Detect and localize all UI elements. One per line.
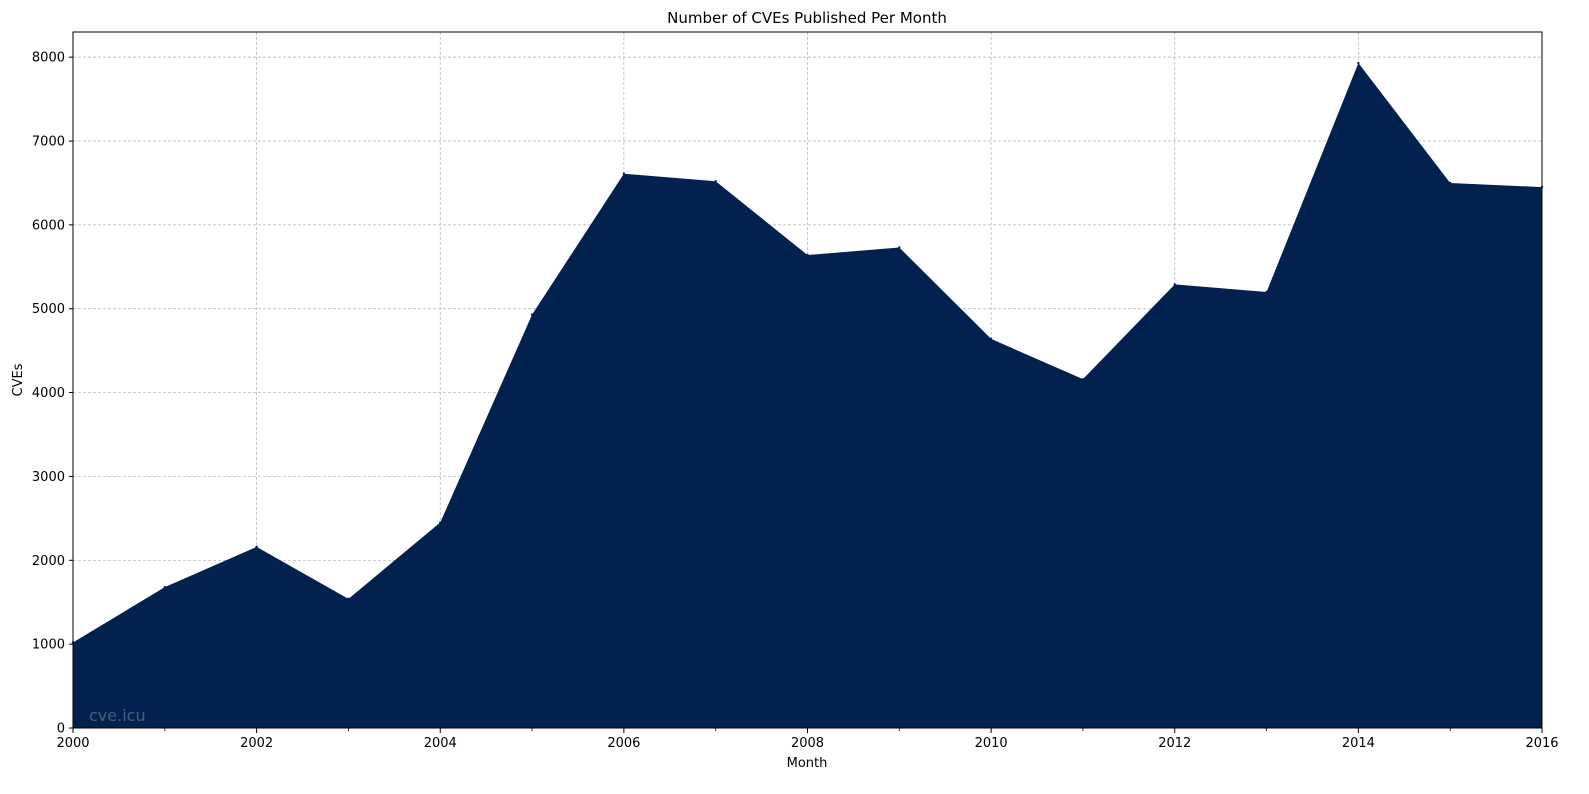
data-point — [347, 597, 350, 601]
x-tick-label: 2010 — [975, 736, 1008, 751]
y-tick-label: 7000 — [32, 135, 65, 150]
data-point — [1448, 181, 1452, 185]
x-tick-label: 2006 — [607, 736, 640, 751]
data-point — [806, 253, 809, 257]
data-point — [714, 180, 717, 183]
x-tick-label: 2008 — [791, 736, 824, 751]
x-tick-label: 2012 — [1158, 736, 1191, 751]
data-point — [1357, 61, 1360, 65]
y-tick-label: 2000 — [32, 554, 65, 569]
y-tick-label: 1000 — [32, 638, 65, 653]
x-tick-label: 2002 — [240, 736, 273, 751]
y-tick-label: 4000 — [32, 386, 65, 401]
y-tick-label: 5000 — [32, 302, 65, 317]
data-point — [163, 585, 167, 589]
data-point — [439, 521, 442, 524]
axis-ticks: 0 1000 2000 3000 4000 5000 6000 7000 8000 2000 200… — [32, 51, 1559, 751]
area-series — [71, 61, 1544, 729]
area-fill — [73, 63, 1542, 729]
x-axis-label: Month — [787, 756, 828, 771]
y-tick-label: 8000 — [32, 51, 65, 66]
y-tick-label: 6000 — [32, 218, 65, 233]
x-tick-label: 2016 — [1525, 736, 1558, 751]
data-point — [1265, 290, 1268, 294]
y-tick-label: 3000 — [32, 470, 65, 485]
watermark-text: cve.icu — [89, 706, 146, 725]
x-tick-label: 2004 — [424, 736, 457, 751]
data-point — [989, 337, 993, 341]
y-axis-label: CVEs — [11, 363, 26, 396]
x-tick-label: 2000 — [56, 736, 89, 751]
y-tick-label: 0 — [57, 722, 65, 737]
data-point — [1173, 283, 1176, 286]
data-point — [898, 246, 901, 249]
data-point — [622, 172, 626, 175]
chart-title: Number of CVEs Published Per Month — [667, 9, 947, 27]
data-point — [1081, 377, 1085, 381]
data-point — [255, 545, 258, 549]
x-tick-label: 2014 — [1342, 736, 1375, 751]
data-point — [530, 313, 534, 316]
